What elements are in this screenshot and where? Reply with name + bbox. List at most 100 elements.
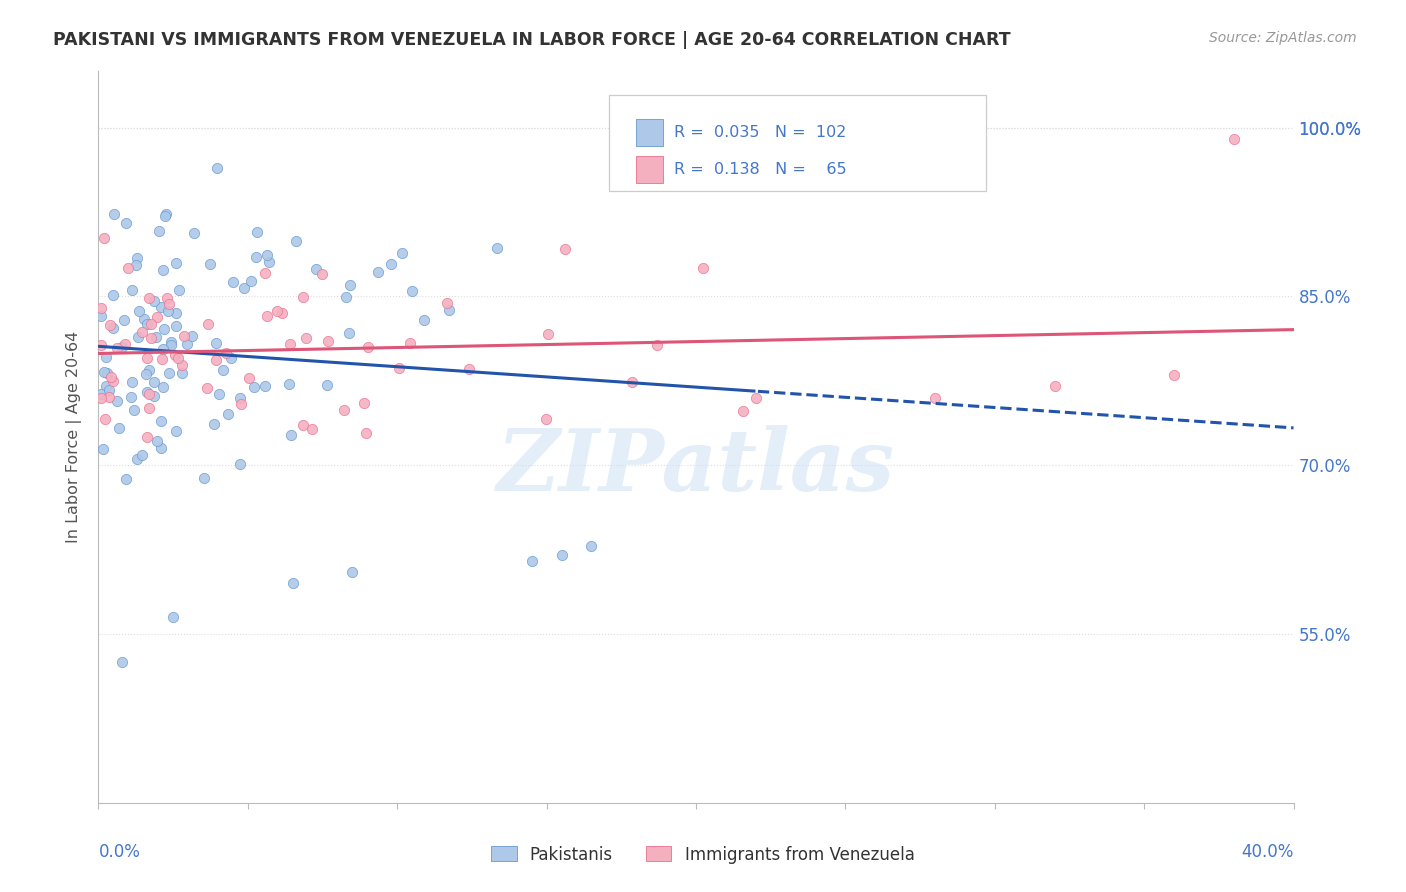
Point	[138, 362, 160, 376]
Point	[150, 441, 173, 455]
Text: 0.0%: 0.0%	[98, 843, 141, 861]
Point	[412, 313, 434, 327]
Point	[243, 380, 266, 394]
Point	[93, 231, 115, 245]
Point	[165, 319, 187, 334]
Point	[115, 472, 138, 486]
Point	[94, 411, 117, 425]
Point	[157, 297, 180, 311]
Point	[257, 254, 280, 268]
Point	[1163, 368, 1185, 383]
Point	[121, 283, 143, 297]
Point	[98, 390, 121, 404]
Point	[246, 225, 269, 239]
Point	[145, 434, 167, 448]
Point	[219, 351, 242, 365]
Point	[339, 277, 361, 292]
Point	[537, 326, 560, 341]
Point	[143, 375, 166, 389]
Point	[291, 417, 314, 432]
Point	[136, 351, 159, 365]
Point	[90, 387, 112, 401]
Point	[101, 374, 124, 388]
Point	[197, 317, 219, 331]
Point	[315, 377, 337, 392]
Point	[120, 390, 142, 404]
Point	[100, 370, 122, 384]
Point	[139, 318, 162, 332]
Text: R =  0.035   N =  102: R = 0.035 N = 102	[675, 125, 846, 140]
Point	[138, 401, 160, 416]
Point	[145, 310, 167, 324]
Point	[176, 337, 198, 351]
Point	[155, 207, 177, 221]
Point	[305, 261, 328, 276]
Point	[291, 290, 314, 304]
Text: ZIPatlas: ZIPatlas	[496, 425, 896, 508]
Point	[94, 379, 117, 393]
Point	[229, 457, 252, 471]
Point	[692, 260, 714, 275]
Point	[103, 207, 125, 221]
Point	[162, 610, 184, 624]
Bar	[637, 156, 662, 184]
Point	[193, 471, 215, 485]
Point	[152, 342, 174, 356]
Point	[169, 283, 191, 297]
Point	[232, 281, 254, 295]
Point	[108, 421, 131, 435]
Point	[217, 407, 239, 421]
Point	[122, 403, 145, 417]
Point	[1043, 379, 1066, 393]
Point	[207, 386, 229, 401]
Point	[399, 336, 422, 351]
Point	[202, 417, 225, 432]
Point	[90, 309, 112, 323]
Point	[97, 383, 120, 397]
Point	[183, 226, 205, 240]
Point	[121, 375, 143, 389]
Point	[229, 391, 252, 405]
Point	[284, 234, 307, 248]
Point	[163, 348, 186, 362]
Point	[536, 412, 558, 426]
Point	[212, 363, 235, 377]
Point	[271, 306, 294, 320]
FancyBboxPatch shape	[609, 95, 987, 191]
Point	[401, 284, 423, 298]
Point	[311, 267, 333, 281]
Point	[127, 330, 149, 344]
Point	[335, 290, 357, 304]
Point	[238, 371, 260, 385]
Point	[333, 403, 356, 417]
Point	[253, 266, 276, 280]
Point	[215, 346, 238, 360]
Point	[733, 404, 755, 418]
Point	[388, 361, 411, 376]
Text: Source: ZipAtlas.com: Source: ZipAtlas.com	[1209, 31, 1357, 45]
Point	[245, 251, 267, 265]
Point	[437, 303, 460, 318]
Text: 40.0%: 40.0%	[1241, 843, 1294, 861]
Point	[337, 326, 360, 341]
Point	[266, 304, 288, 318]
Point	[111, 340, 134, 354]
Bar	[637, 119, 662, 146]
Point	[745, 391, 768, 405]
Point	[150, 352, 173, 367]
Point	[143, 293, 166, 308]
Point	[90, 301, 112, 316]
Point	[256, 309, 278, 323]
Point	[90, 392, 112, 406]
Point	[157, 366, 180, 380]
Point	[278, 337, 301, 351]
Point	[458, 362, 481, 376]
Point	[436, 296, 458, 310]
Point	[204, 353, 226, 368]
Point	[205, 336, 228, 351]
Point	[195, 381, 218, 395]
Point	[111, 655, 134, 669]
Point	[105, 393, 128, 408]
Point	[149, 414, 172, 428]
Point	[152, 263, 174, 277]
